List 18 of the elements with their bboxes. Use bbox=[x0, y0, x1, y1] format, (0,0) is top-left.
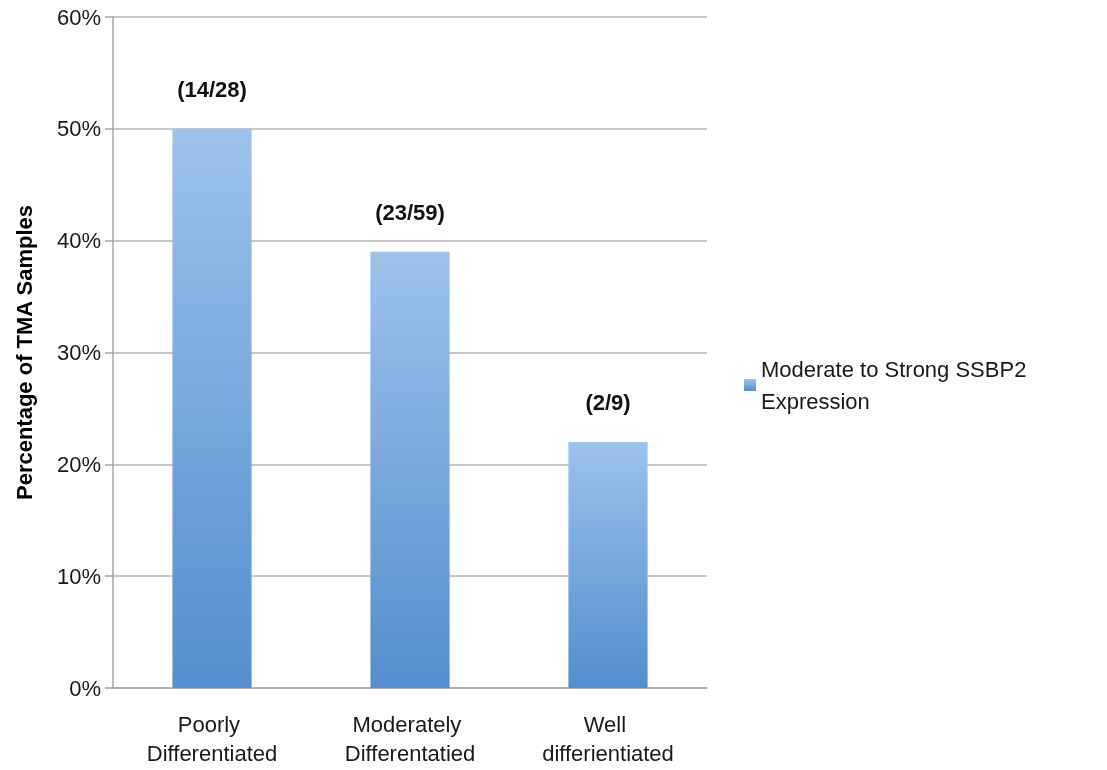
y-tick-label: 0% bbox=[69, 675, 101, 701]
y-axis-title: Percentage of TMA Samples bbox=[11, 204, 37, 501]
legend-label: Moderate to Strong SSBP2 Expression bbox=[761, 356, 1033, 414]
bar bbox=[568, 441, 648, 688]
bar bbox=[370, 251, 450, 688]
y-tick-label: 10% bbox=[56, 563, 101, 589]
x-tick-label: Well differientiated bbox=[542, 712, 674, 766]
y-tick-label: 50% bbox=[56, 116, 101, 142]
x-tick-label: Poorly Differentiated bbox=[146, 712, 278, 766]
y-tick-label: 40% bbox=[56, 228, 101, 254]
bar bbox=[172, 128, 252, 688]
y-tick-label: 60% bbox=[56, 4, 101, 30]
x-tick-label: Moderately Differentatied bbox=[344, 712, 476, 766]
data-label: (14/28) bbox=[177, 77, 247, 103]
y-tick-label: 20% bbox=[56, 451, 101, 477]
data-label: (23/59) bbox=[375, 200, 445, 226]
y-tick-label: 30% bbox=[56, 340, 101, 365]
data-label: (2/9) bbox=[585, 390, 631, 416]
